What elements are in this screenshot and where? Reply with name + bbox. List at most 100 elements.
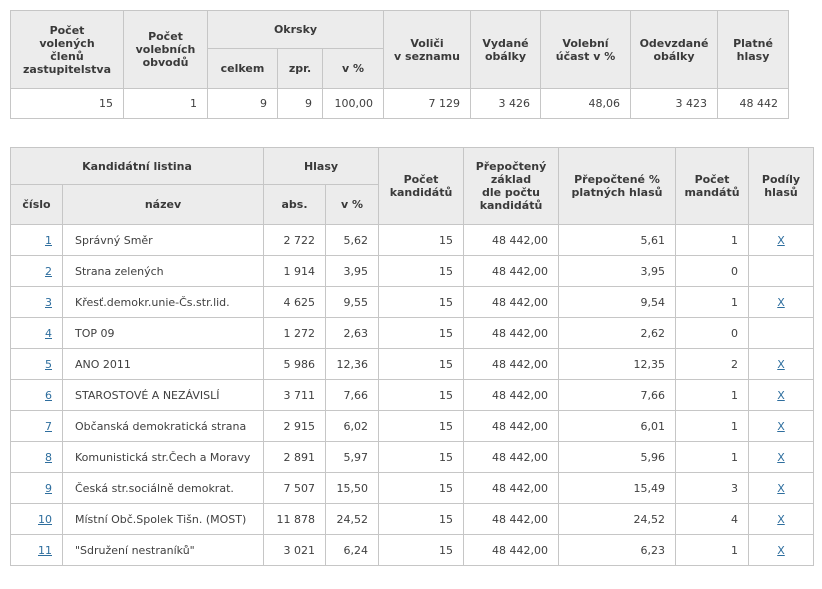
value-elected-members: 15 [10, 88, 124, 119]
header-issued-envelopes: Vydané obálky [470, 10, 541, 89]
header-electoral-districts: Počet volebních obvodů [123, 10, 208, 89]
results-table-body: 1 Správný Směr 2 722 5,62 15 48 442,00 5… [10, 224, 814, 566]
share-link[interactable]: X [777, 450, 785, 464]
header-votes-abs: abs. [263, 184, 326, 225]
vote-shares-cell [748, 255, 814, 287]
header-votes-pct: v % [325, 184, 379, 225]
party-name-cell: ANO 2011 [62, 348, 264, 380]
mandates-cell: 1 [675, 286, 749, 318]
votes-abs-cell: 2 915 [263, 410, 326, 442]
vote-shares-cell: X [748, 348, 814, 380]
table-row: 2 Strana zelených 1 914 3,95 15 48 442,0… [10, 255, 814, 287]
mandates-cell: 1 [675, 379, 749, 411]
header-vote-shares: Podíly hlasů [748, 147, 814, 225]
header-mandates: Počet mandátů [675, 147, 749, 225]
header-wards-group: Okrsky [207, 10, 384, 49]
party-number-link[interactable]: 11 [38, 543, 52, 557]
recalc-base-cell: 48 442,00 [463, 317, 559, 349]
share-link[interactable]: X [777, 419, 785, 433]
table-row: 1 Správný Směr 2 722 5,62 15 48 442,00 5… [10, 224, 814, 256]
recalc-base-cell: 48 442,00 [463, 472, 559, 504]
mandates-cell: 1 [675, 410, 749, 442]
vote-shares-cell: X [748, 224, 814, 256]
value-returned-envelopes: 3 423 [630, 88, 718, 119]
recalc-pct-cell: 7,66 [558, 379, 676, 411]
vote-shares-cell: X [748, 286, 814, 318]
vote-shares-cell: X [748, 534, 814, 566]
table-row: 11 "Sdružení nestraníků" 3 021 6,24 15 4… [10, 534, 814, 566]
share-link[interactable]: X [777, 481, 785, 495]
table-row: 10 Místní Obč.Spolek Tišn. (MOST) 11 878… [10, 503, 814, 535]
header-votes-group: Hlasy [263, 147, 379, 185]
value-wards-total: 9 [207, 88, 278, 119]
table-row: 9 Česká str.sociálně demokrat. 7 507 15,… [10, 472, 814, 504]
votes-pct-cell: 6,24 [325, 534, 379, 566]
value-electoral-districts: 1 [123, 88, 208, 119]
party-number-cell: 7 [10, 410, 63, 442]
share-link[interactable]: X [777, 295, 785, 309]
recalc-base-cell: 48 442,00 [463, 224, 559, 256]
candidates-count-cell: 15 [378, 534, 464, 566]
recalc-pct-cell: 5,96 [558, 441, 676, 473]
party-number-cell: 6 [10, 379, 63, 411]
votes-abs-cell: 1 272 [263, 317, 326, 349]
share-link[interactable]: X [777, 512, 785, 526]
mandates-cell: 0 [675, 317, 749, 349]
header-returned-envelopes: Odevzdané obálky [630, 10, 718, 89]
votes-abs-cell: 3 711 [263, 379, 326, 411]
recalc-pct-cell: 3,95 [558, 255, 676, 287]
vote-shares-cell: X [748, 503, 814, 535]
party-number-link[interactable]: 3 [45, 295, 52, 309]
votes-abs-cell: 1 914 [263, 255, 326, 287]
mandates-cell: 1 [675, 441, 749, 473]
votes-pct-cell: 5,97 [325, 441, 379, 473]
party-number-cell: 3 [10, 286, 63, 318]
party-number-link[interactable]: 10 [38, 512, 52, 526]
value-voters: 7 129 [383, 88, 471, 119]
vote-shares-cell [748, 317, 814, 349]
party-number-link[interactable]: 6 [45, 388, 52, 402]
party-number-link[interactable]: 1 [45, 233, 52, 247]
header-turnout: Volební účast v % [540, 10, 631, 89]
recalc-pct-cell: 15,49 [558, 472, 676, 504]
votes-pct-cell: 12,36 [325, 348, 379, 380]
votes-abs-cell: 7 507 [263, 472, 326, 504]
recalc-pct-cell: 6,23 [558, 534, 676, 566]
party-number-link[interactable]: 2 [45, 264, 52, 278]
party-number-cell: 2 [10, 255, 63, 287]
party-number-link[interactable]: 9 [45, 481, 52, 495]
header-party-name: název [62, 184, 264, 225]
mandates-cell: 0 [675, 255, 749, 287]
header-elected-members: Počet volených členů zastupitelstva [10, 10, 124, 89]
party-number-link[interactable]: 7 [45, 419, 52, 433]
votes-pct-cell: 24,52 [325, 503, 379, 535]
vote-shares-cell: X [748, 410, 814, 442]
mandates-cell: 2 [675, 348, 749, 380]
results-table: Kandidátní listina Hlasy Počet kandidátů… [10, 147, 814, 566]
share-link[interactable]: X [777, 233, 785, 247]
recalc-base-cell: 48 442,00 [463, 503, 559, 535]
mandates-cell: 4 [675, 503, 749, 535]
party-number-link[interactable]: 8 [45, 450, 52, 464]
recalc-pct-cell: 24,52 [558, 503, 676, 535]
mandates-cell: 1 [675, 534, 749, 566]
party-number-link[interactable]: 5 [45, 357, 52, 371]
share-link[interactable]: X [777, 543, 785, 557]
header-voters: Voliči v seznamu [383, 10, 471, 89]
party-number-link[interactable]: 4 [45, 326, 52, 340]
value-wards-pct: 100,00 [322, 88, 384, 119]
party-name-cell: Místní Obč.Spolek Tišn. (MOST) [62, 503, 264, 535]
vote-shares-cell: X [748, 441, 814, 473]
candidates-count-cell: 15 [378, 348, 464, 380]
share-link[interactable]: X [777, 357, 785, 371]
table-row: 6 STAROSTOVÉ A NEZÁVISLÍ 3 711 7,66 15 4… [10, 379, 814, 411]
recalc-pct-cell: 12,35 [558, 348, 676, 380]
recalc-pct-cell: 9,54 [558, 286, 676, 318]
party-name-cell: Občanská demokratická strana [62, 410, 264, 442]
recalc-base-cell: 48 442,00 [463, 410, 559, 442]
header-wards-total: celkem [207, 48, 278, 89]
party-name-cell: STAROSTOVÉ A NEZÁVISLÍ [62, 379, 264, 411]
votes-abs-cell: 2 722 [263, 224, 326, 256]
share-link[interactable]: X [777, 388, 785, 402]
